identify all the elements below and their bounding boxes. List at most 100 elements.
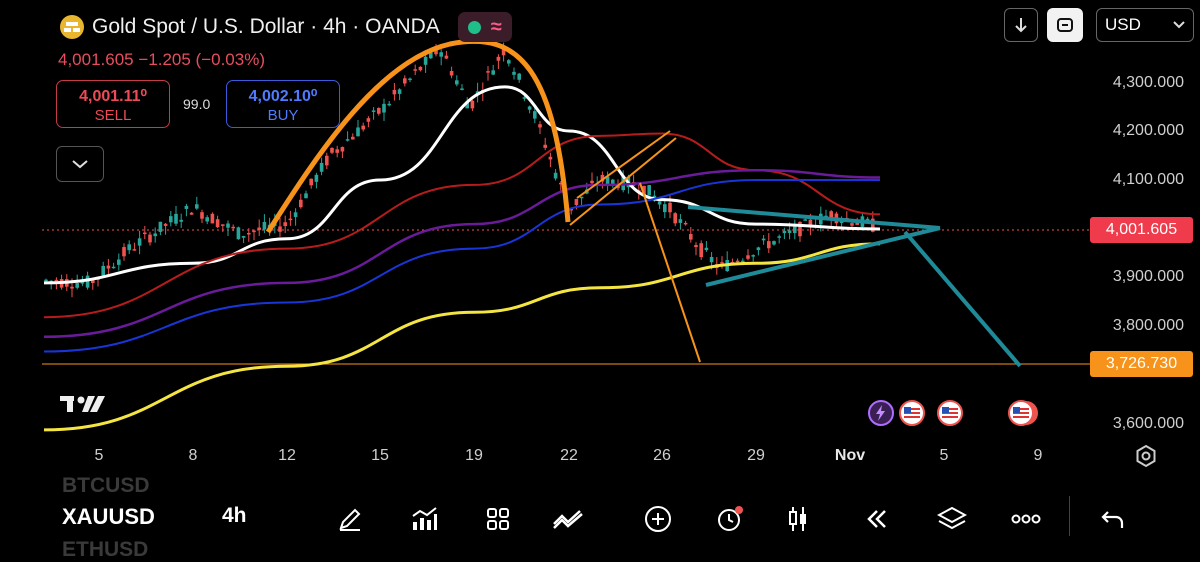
candle-body — [335, 149, 339, 153]
candle-body — [605, 176, 610, 186]
candle-body — [871, 218, 875, 232]
candle-body — [377, 108, 381, 114]
candle-body — [122, 247, 126, 257]
candle-body — [678, 219, 683, 223]
drawing-pen-icon[interactable] — [334, 503, 366, 535]
candle-body — [423, 56, 428, 65]
x-tick-label: 26 — [653, 447, 671, 464]
candle-body — [44, 279, 48, 282]
candle-body — [548, 156, 553, 160]
x-tick-label: 29 — [747, 447, 765, 464]
candle-body — [590, 180, 594, 184]
candle-body — [299, 199, 303, 208]
symbol-title[interactable]: Gold Spot / U.S. Dollar · 4h · OANDA — [92, 15, 440, 38]
candle-body — [496, 56, 501, 61]
candle-body — [278, 226, 282, 232]
candle-body — [252, 230, 256, 233]
candle-body — [439, 52, 443, 57]
buy-button[interactable]: 4,002.10⁰ BUY — [226, 80, 340, 128]
chart-type-candle-icon[interactable] — [782, 503, 814, 535]
candle-body — [501, 48, 506, 56]
candle-body — [855, 222, 859, 225]
candle-body — [787, 230, 792, 233]
candle-body — [132, 249, 137, 251]
candle-body — [465, 101, 469, 109]
candle-body — [720, 262, 724, 264]
candle-body — [611, 179, 615, 184]
candle-body — [189, 212, 194, 215]
candle-body — [127, 244, 131, 251]
candle-body — [351, 136, 355, 140]
alert-clock-icon[interactable] — [714, 503, 746, 535]
level-price-tag: 3,726.730 — [1090, 351, 1193, 377]
currency-value: USD — [1105, 15, 1141, 34]
candle-body — [236, 227, 241, 240]
undo-icon[interactable] — [1097, 503, 1129, 535]
candle-body — [85, 275, 90, 288]
candle-body — [75, 283, 79, 288]
candle-body — [257, 227, 261, 230]
layouts-grid-icon[interactable] — [482, 503, 514, 535]
candle-body — [850, 223, 854, 226]
candle-body — [460, 88, 464, 90]
breakdown-line — [639, 182, 701, 363]
candle-body — [704, 247, 709, 251]
candle-body — [543, 144, 547, 148]
replay-rewind-icon[interactable] — [862, 503, 894, 535]
price-change-line: 4,001.605 −1.205 (−0.03%) — [58, 50, 265, 69]
candle-body — [184, 205, 189, 209]
status-pill[interactable]: ≈ — [457, 12, 512, 42]
download-button[interactable] — [1004, 8, 1038, 42]
candle-body — [262, 221, 267, 230]
candle-body — [730, 261, 735, 264]
candle-body — [153, 233, 157, 237]
candle-body — [200, 212, 204, 219]
y-tick-label: 3,800.000 — [1112, 317, 1184, 334]
candle-body — [569, 208, 573, 211]
x-tick-label: 12 — [278, 447, 296, 464]
projection-line — [903, 230, 1022, 368]
candle-body — [117, 259, 121, 265]
candle-body — [91, 279, 95, 283]
more-dots-icon[interactable] — [1010, 503, 1042, 535]
currency-select[interactable]: USD — [1096, 8, 1194, 42]
collapse-legend-button[interactable] — [56, 146, 104, 182]
candle-body — [215, 219, 220, 228]
candle-body — [283, 222, 287, 227]
x-tick-label: Nov — [834, 447, 866, 464]
compare-icon[interactable] — [552, 503, 584, 535]
x-tick-label: 15 — [371, 447, 389, 464]
x-tick-label: 5 — [94, 447, 104, 464]
candle-body — [470, 100, 475, 109]
us-flag-event-icon[interactable] — [899, 400, 925, 426]
add-plus-icon[interactable] — [642, 503, 674, 535]
candle-body — [418, 66, 423, 71]
candle-body — [709, 256, 714, 263]
x-tick-label: 22 — [560, 447, 578, 464]
candle-body — [517, 73, 521, 80]
moving-averages — [43, 85, 881, 432]
candle-body — [231, 226, 235, 229]
arrow-down-icon — [1015, 18, 1027, 33]
candle-body — [663, 204, 667, 213]
symbol-selector[interactable]: XAUUSD — [62, 504, 155, 529]
us-flag-event-icon[interactable] — [937, 400, 963, 426]
candle-body — [486, 71, 490, 73]
candle-body — [829, 211, 833, 220]
timeframe-selector[interactable]: 4h — [222, 504, 247, 527]
fit-screen-button[interactable] — [1047, 8, 1083, 42]
sell-button[interactable]: 4,001.11⁰ SELL — [56, 80, 170, 128]
settings-gear-icon[interactable] — [1134, 444, 1158, 468]
symbol-list-prev[interactable]: BTCUSD — [62, 474, 150, 497]
price-chart[interactable] — [0, 0, 1200, 476]
candle-body — [195, 204, 199, 209]
indicators-icon[interactable] — [408, 503, 440, 535]
buy-price: 4,002.10⁰ — [248, 88, 318, 105]
candle-body — [169, 216, 173, 223]
candle-body — [642, 185, 646, 196]
symbol-list-next[interactable]: ETHUSD — [62, 538, 149, 561]
layers-icon[interactable] — [936, 503, 968, 535]
us-flag-event-group-icon[interactable] — [1008, 400, 1034, 426]
candle-body — [824, 215, 828, 218]
event-lightning-icon[interactable] — [868, 400, 894, 426]
